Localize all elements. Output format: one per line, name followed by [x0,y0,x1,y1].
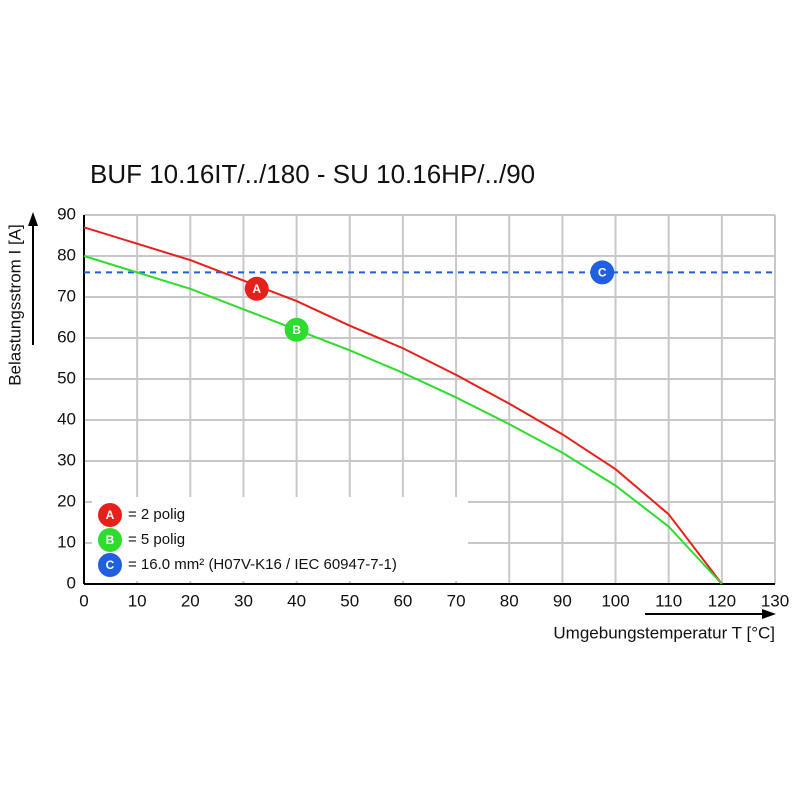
x-tick-label: 30 [234,591,253,610]
y-tick-label: 10 [57,532,76,551]
marker [98,553,122,577]
y-tick-label: 60 [57,327,76,346]
chart-title: BUF 10.16IT/../180 - SU 10.16HP/../90 [90,159,535,189]
marker-letter: B [106,533,115,547]
x-tick-label: 130 [761,591,789,610]
y-arrow-head [28,212,38,226]
series-line [83,226,723,585]
y-tick-label: 30 [57,450,76,469]
y-tick-label: 40 [57,409,76,428]
y-tick-label: 70 [57,286,76,305]
y-tick-label: 0 [67,573,76,592]
marker [284,317,309,342]
x-tick-label: 60 [393,591,412,610]
marker-letter: C [106,558,115,572]
marker-letter: A [106,508,115,522]
marker-letter: A [252,282,261,296]
legend-label: = 16.0 mm² (H07V-K16 / IEC 60947-7-1) [128,556,397,573]
x-tick-label: 0 [79,591,88,610]
legend-label: = 2 polig [128,506,185,523]
x-tick-label: 40 [287,591,306,610]
x-tick-label: 100 [601,591,629,610]
x-tick-label: 50 [340,591,359,610]
marker-letter: B [292,323,301,337]
x-tick-label: 10 [128,591,147,610]
marker [98,528,122,552]
x-tick-label: 120 [708,591,736,610]
marker-letter: C [598,266,607,280]
marker [98,503,122,527]
x-tick-label: 80 [500,591,519,610]
y-tick-label: 80 [57,245,76,264]
y-tick-label: 20 [57,491,76,510]
x-tick-label: 20 [181,591,200,610]
y-axis-label: Belastungsstrom I [A] [5,224,24,386]
marker [590,260,615,285]
marker [244,276,269,301]
x-tick-label: 110 [655,591,682,610]
x-arrow-head [762,609,776,619]
y-tick-label: 90 [57,204,76,223]
x-tick-label: 70 [447,591,466,610]
legend-box [92,497,468,581]
x-axis-label: Umgebungstemperatur T [°C] [553,623,775,642]
legend-label: = 5 polig [128,531,185,548]
x-tick-label: 90 [553,591,572,610]
series-line [83,255,723,585]
y-tick-label: 50 [57,368,76,387]
